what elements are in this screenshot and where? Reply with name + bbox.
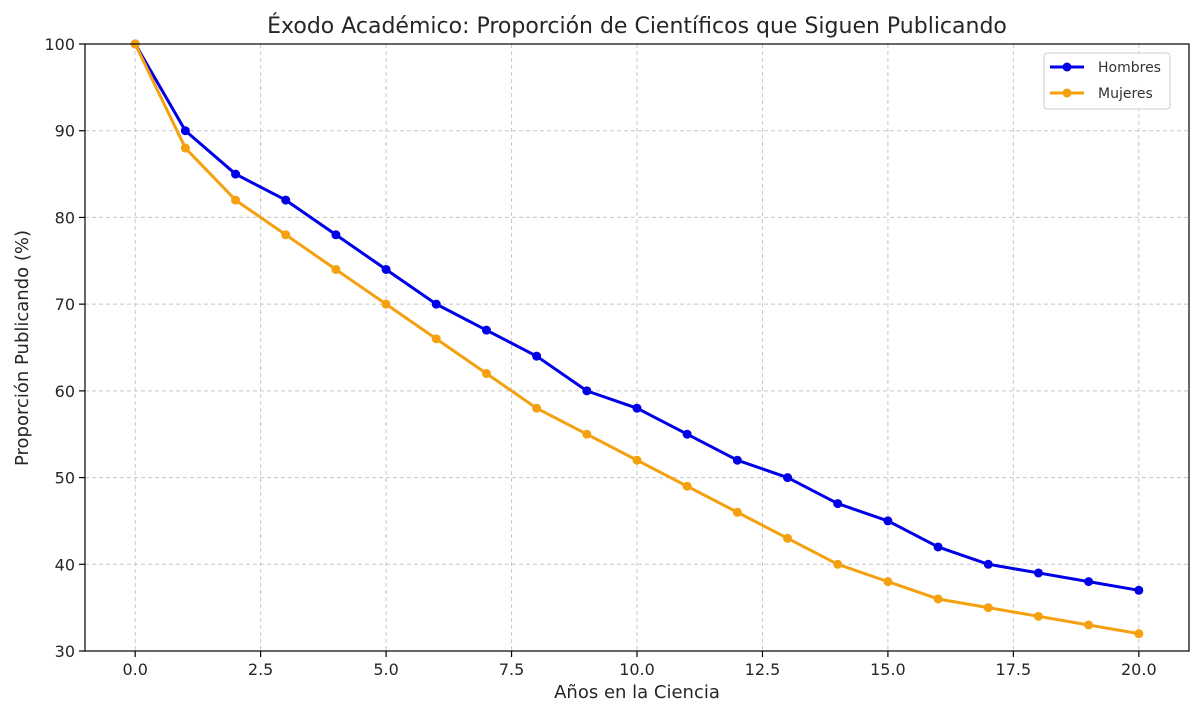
x-tick-label: 7.5 [499,660,524,679]
data-point-hombres [1084,577,1094,587]
legend-label: Hombres [1098,60,1161,76]
data-point-mujeres [381,299,391,309]
y-tick-label: 40 [55,555,75,574]
data-point-hombres [632,403,642,413]
x-axis: 0.0 2.5 5.0 7.5 10.0 12.5 15.0 17.5 20.0 [122,651,1157,679]
series-mujeres [130,39,1144,639]
data-point-hombres [682,429,692,439]
data-point-mujeres [582,429,592,439]
data-point-mujeres [331,264,341,274]
data-point-mujeres [732,507,742,517]
data-point-mujeres [481,369,491,379]
data-point-mujeres [1134,629,1144,639]
data-point-mujeres [180,143,190,153]
x-tick-label: 20.0 [1121,660,1157,679]
data-point-hombres [883,516,893,526]
data-point-hombres [933,542,943,552]
data-point-hombres [783,473,793,483]
data-point-mujeres [783,533,793,543]
y-tick-label: 90 [55,122,75,141]
grid [85,43,1189,652]
series-layer [130,39,1144,639]
y-tick-label: 70 [55,295,75,314]
y-tick-label: 30 [55,642,75,661]
data-point-hombres [732,455,742,465]
data-point-mujeres [1033,611,1043,621]
data-point-hombres [381,264,391,274]
data-point-mujeres [833,559,843,569]
legend-item-hombres: Hombres [1050,60,1161,76]
x-tick-label: 12.5 [745,660,781,679]
data-point-hombres [481,325,491,335]
data-point-mujeres [431,334,441,344]
x-tick-label: 0.0 [122,660,147,679]
data-point-hombres [231,169,241,179]
data-point-hombres [1134,585,1144,595]
x-tick-label: 17.5 [996,660,1032,679]
data-point-mujeres [231,195,241,205]
data-point-hombres [281,195,291,205]
x-tick-label: 10.0 [619,660,655,679]
y-tick-label: 50 [55,469,75,488]
data-point-hombres [833,499,843,509]
data-point-hombres [431,299,441,309]
y-tick-label: 100 [44,35,75,54]
data-point-hombres [582,386,592,396]
legend-label: Mujeres [1098,86,1153,102]
series-hombres [130,39,1144,595]
x-axis-label: Años en la Ciencia [554,682,720,703]
legend-swatch-marker [1062,88,1072,98]
data-point-hombres [180,126,190,136]
legend-swatch-marker [1062,62,1072,72]
y-tick-label: 80 [55,208,75,227]
data-point-hombres [983,559,993,569]
data-point-mujeres [682,481,692,491]
legend-item-mujeres: Mujeres [1050,86,1153,102]
data-point-mujeres [1084,620,1094,630]
x-tick-label: 15.0 [870,660,906,679]
data-point-hombres [532,351,542,361]
y-axis: 30 40 50 60 70 80 90 100 [44,35,85,661]
data-point-hombres [1033,568,1043,578]
data-point-mujeres [281,230,291,240]
data-point-mujeres [632,455,642,465]
y-tick-label: 60 [55,382,75,401]
x-tick-label: 5.0 [373,660,398,679]
y-axis-label: Proporción Publicando (%) [12,230,33,466]
data-point-hombres [331,230,341,240]
data-point-mujeres [532,403,542,413]
x-tick-label: 2.5 [248,660,273,679]
data-point-mujeres [983,603,993,613]
legend: Hombres Mujeres [1043,52,1171,110]
data-point-mujeres [883,577,893,587]
data-point-mujeres [933,594,943,604]
chart-title: Éxodo Académico: Proporción de Científic… [267,13,1007,39]
